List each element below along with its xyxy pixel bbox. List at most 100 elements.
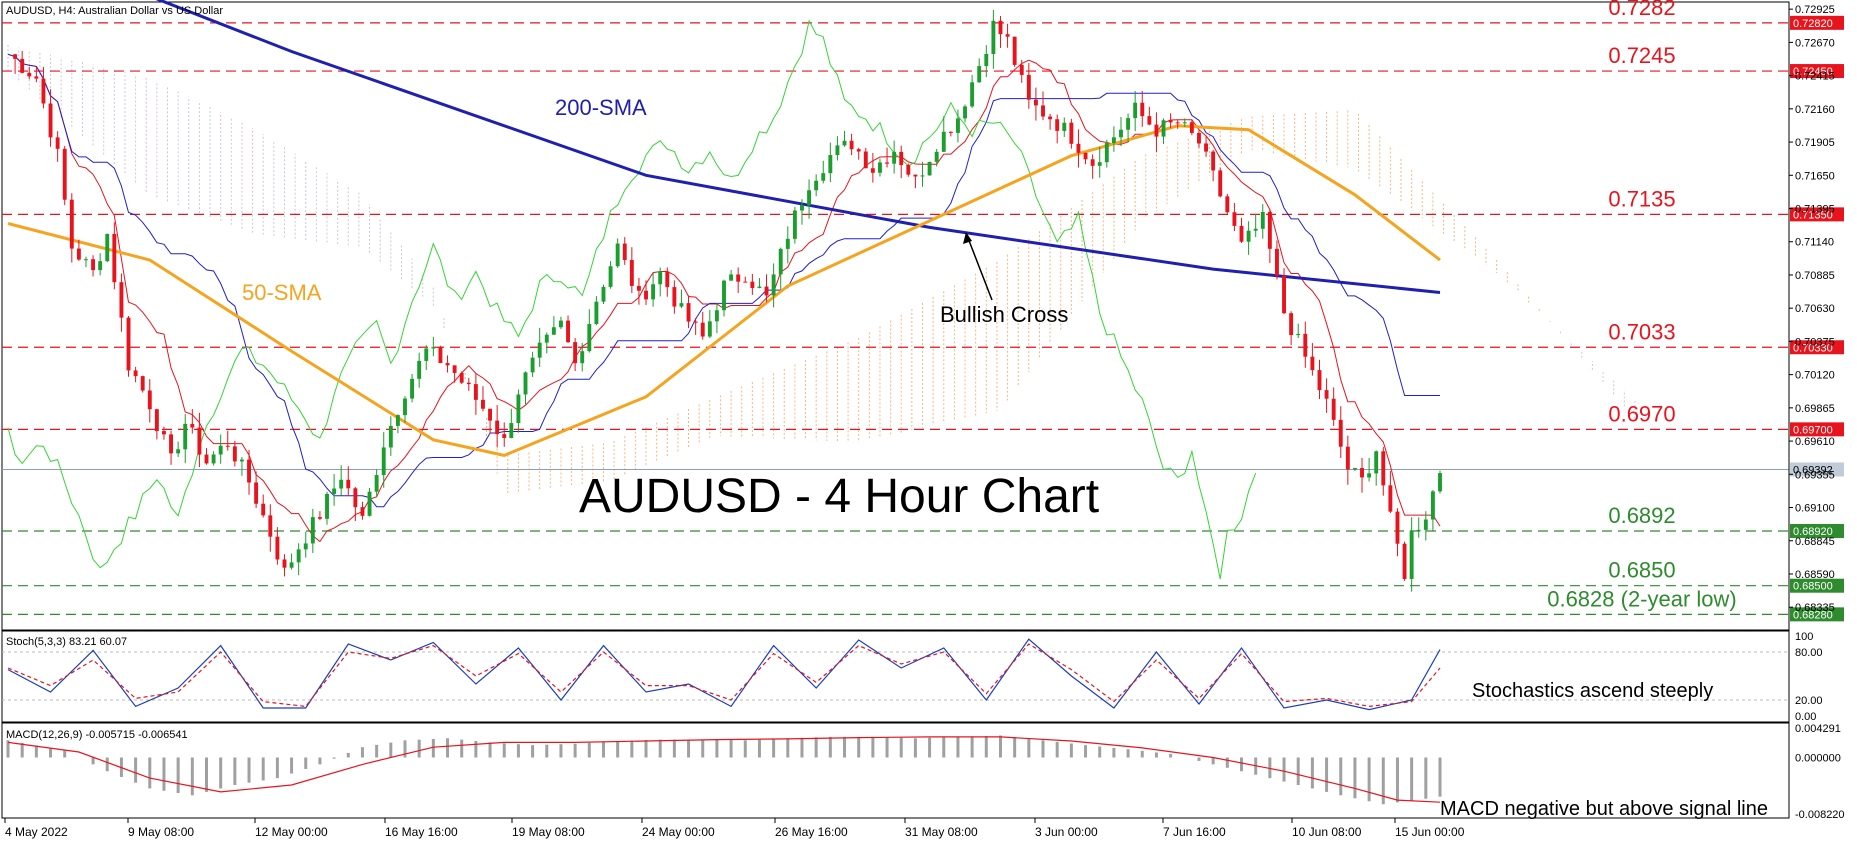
- macd-panel: 0.004291 0.000000 -0.008220: [6, 723, 1845, 821]
- bull-candle: [551, 316, 556, 335]
- candle-body: [523, 372, 528, 395]
- candle-body: [530, 357, 535, 373]
- bull-candle: [955, 109, 960, 143]
- resistance-price-tag-text: 0.70330: [1793, 342, 1833, 354]
- candle-body: [1218, 170, 1223, 197]
- candle-body: [800, 205, 804, 211]
- candle-body: [232, 446, 237, 462]
- candle-body: [105, 233, 110, 262]
- resistance-label: 0.7135: [1608, 186, 1675, 211]
- stoch-signal-line: [7, 643, 1441, 708]
- resistance-price-tag: [1790, 422, 1844, 437]
- candle-body: [459, 372, 464, 383]
- candle-body: [140, 376, 145, 391]
- bear-candle: [34, 66, 39, 83]
- candle-body: [1282, 275, 1286, 314]
- price-tick-label: 0.72160: [1795, 104, 1835, 116]
- candle-body: [1069, 122, 1074, 144]
- bear-candle: [268, 504, 273, 552]
- bear-candle: [1083, 152, 1088, 165]
- price-tick-label: 0.71140: [1795, 237, 1834, 249]
- bull-candle: [1438, 470, 1442, 494]
- sma200-annotation: 200-SMA: [555, 95, 647, 120]
- bear-candle: [913, 174, 918, 189]
- bear-candle: [1211, 149, 1216, 182]
- candle-body: [225, 445, 230, 447]
- candle-body: [920, 175, 925, 177]
- bear-candle: [1041, 91, 1045, 121]
- candle-body: [495, 420, 500, 435]
- support-price-tag-text: 0.68500: [1793, 581, 1833, 593]
- bull-candle: [544, 332, 549, 354]
- candle-body: [566, 320, 570, 343]
- bear-candle: [1140, 91, 1145, 127]
- bull-candle: [991, 9, 996, 69]
- price-tick-label: 0.70375: [1795, 336, 1835, 348]
- candle-body: [204, 454, 209, 464]
- price-tick-label: 0.69355: [1795, 469, 1835, 481]
- bull-candle: [509, 408, 514, 439]
- candle-body: [885, 162, 889, 164]
- bull-candle: [218, 434, 223, 464]
- candle-body: [133, 370, 138, 377]
- candle-body: [594, 301, 599, 324]
- bear-candle: [629, 247, 634, 294]
- bear-candle: [622, 237, 627, 265]
- bear-candle: [254, 471, 259, 509]
- bull-candle: [1260, 204, 1265, 239]
- resistance-price-tag: [1790, 340, 1844, 355]
- candle-body: [849, 140, 854, 150]
- candle-body: [743, 281, 748, 283]
- candle-body: [948, 131, 953, 133]
- candle-body: [310, 517, 315, 544]
- macd-signal-line: [7, 736, 1441, 803]
- candle-body: [1246, 230, 1251, 242]
- candle-body: [1395, 511, 1400, 544]
- candle-body: [1296, 333, 1301, 336]
- candle-body: [1041, 105, 1045, 117]
- support-label: 0.6850: [1608, 558, 1675, 583]
- price-tick-label: 0.70120: [1795, 370, 1835, 382]
- support-price-tag: [1790, 523, 1844, 538]
- price-tick-label: 0.68335: [1795, 602, 1835, 614]
- bear-candle: [1019, 59, 1024, 83]
- candle-body: [169, 434, 173, 454]
- candle-body: [431, 347, 436, 349]
- candle-body: [1430, 491, 1435, 520]
- bear-candle: [1282, 268, 1286, 315]
- candle-body: [913, 174, 918, 177]
- bear-candle: [466, 377, 471, 391]
- macd-tick-label: -0.008220: [1795, 809, 1845, 821]
- bull-candle: [771, 263, 776, 308]
- candle-body: [1289, 313, 1294, 336]
- candle-body: [778, 248, 783, 275]
- candle-body: [559, 320, 563, 328]
- candlesticks: [13, 9, 1442, 592]
- macd-label: MACD(12,26,9) -0.005715 -0.006541: [6, 729, 188, 741]
- price-tick-label: 0.69865: [1795, 403, 1835, 415]
- bull-candle: [211, 451, 216, 466]
- bull-candle: [828, 142, 833, 183]
- bull-candle: [608, 261, 613, 289]
- bull-candle: [431, 336, 436, 357]
- bear-candle: [452, 365, 457, 383]
- candle-body: [700, 322, 705, 337]
- bull-candle: [381, 432, 386, 488]
- bear-candle: [1225, 193, 1230, 214]
- bull-candle: [1409, 517, 1414, 592]
- price-tick-label: 0.68845: [1795, 536, 1835, 548]
- candle-body: [1388, 485, 1393, 512]
- price-tick-label: 0.72670: [1795, 37, 1835, 49]
- candle-body: [445, 363, 450, 366]
- bull-candle: [310, 508, 315, 553]
- bull-candle: [1246, 221, 1251, 255]
- bear-candle: [445, 355, 450, 373]
- bear-candle: [700, 311, 705, 340]
- candle-body: [1225, 196, 1230, 213]
- candle-body: [55, 137, 60, 149]
- resistance-price-tag-text: 0.69700: [1793, 424, 1833, 436]
- bull-candle: [842, 130, 847, 147]
- bull-candle: [537, 327, 542, 367]
- bear-candle: [856, 147, 861, 160]
- time-tick-label: 7 Jun 16:00: [1163, 825, 1226, 839]
